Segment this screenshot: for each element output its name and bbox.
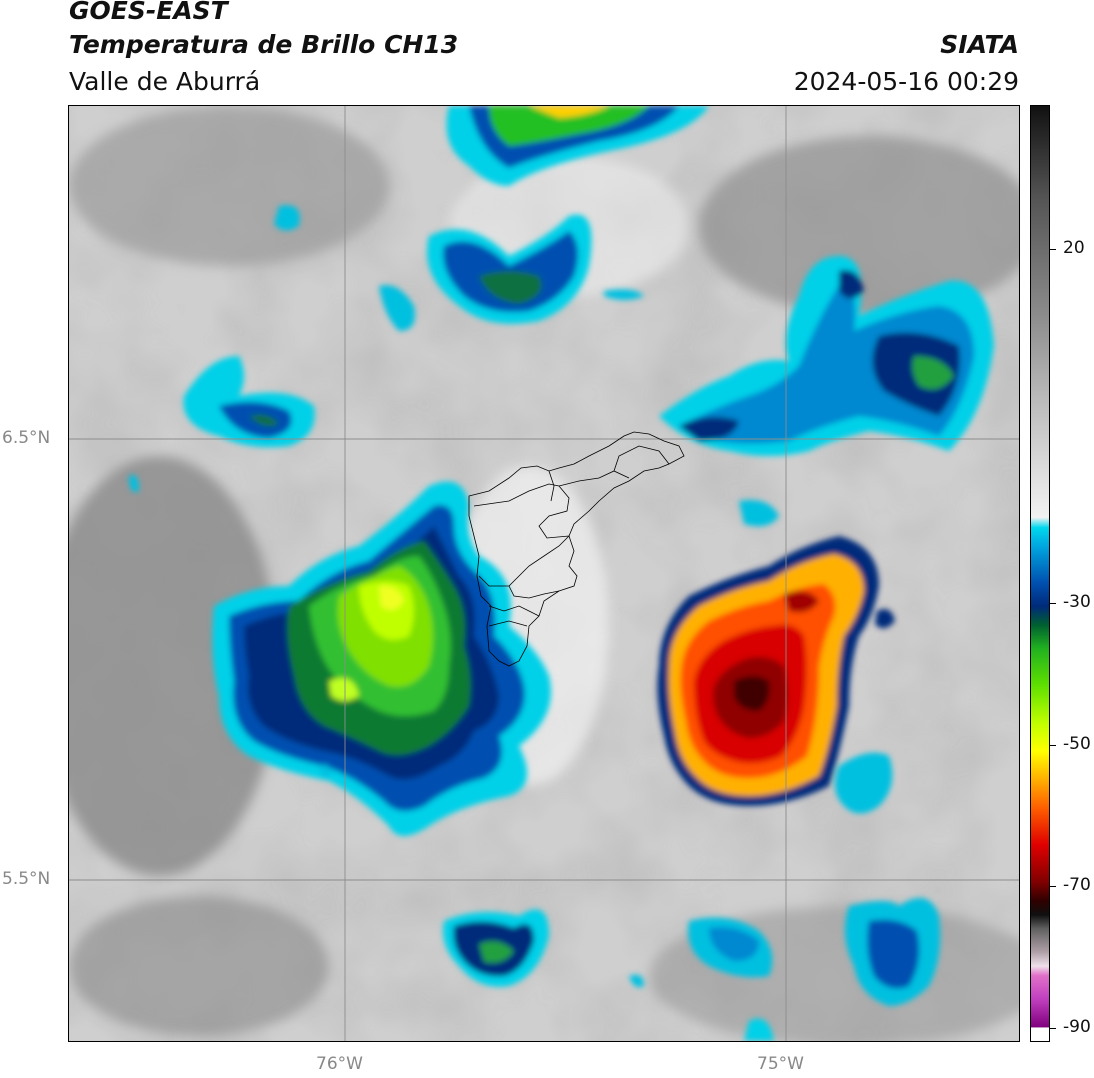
warm-surface-areas: [69, 106, 1019, 1041]
colorbar-tick-minus90: [1050, 1028, 1056, 1029]
colorbar-tick-minus30: [1050, 603, 1056, 604]
region-label: Valle de Aburrá: [69, 67, 261, 96]
colorbar-label-minus70: -70: [1063, 875, 1091, 895]
brightness-temperature-map: [68, 105, 1020, 1042]
colorbar-label-20: 20: [1063, 238, 1085, 258]
datetime-label: 2024-05-16 00:29: [793, 67, 1019, 96]
lon-label-76w: 76°W: [316, 1054, 363, 1074]
colorbar-label-minus90: -90: [1063, 1017, 1091, 1037]
lat-label-5-5n: 5.5°N: [2, 869, 51, 889]
agency-label: SIATA: [940, 30, 1019, 59]
temperature-colorbar: [1030, 105, 1050, 1042]
cold-cloud-tops: [129, 106, 994, 1041]
lon-label-75w: 75°W: [757, 1054, 804, 1074]
product-title: Temperatura de Brillo CH13: [69, 30, 459, 59]
municipal-boundaries: [468, 431, 685, 667]
valle-outline: [468, 431, 685, 667]
colorbar-label-minus30: -30: [1063, 592, 1091, 612]
colorbar-tick-minus50: [1050, 745, 1056, 746]
colorbar-tick-minus70: [1050, 886, 1056, 887]
satellite-title: GOES-EAST: [69, 0, 228, 25]
graticule: [69, 106, 1019, 1041]
lat-label-6-5n: 6.5°N: [2, 428, 51, 448]
colorbar-label-minus50: -50: [1063, 734, 1091, 754]
colorbar-tick-20: [1050, 249, 1056, 250]
